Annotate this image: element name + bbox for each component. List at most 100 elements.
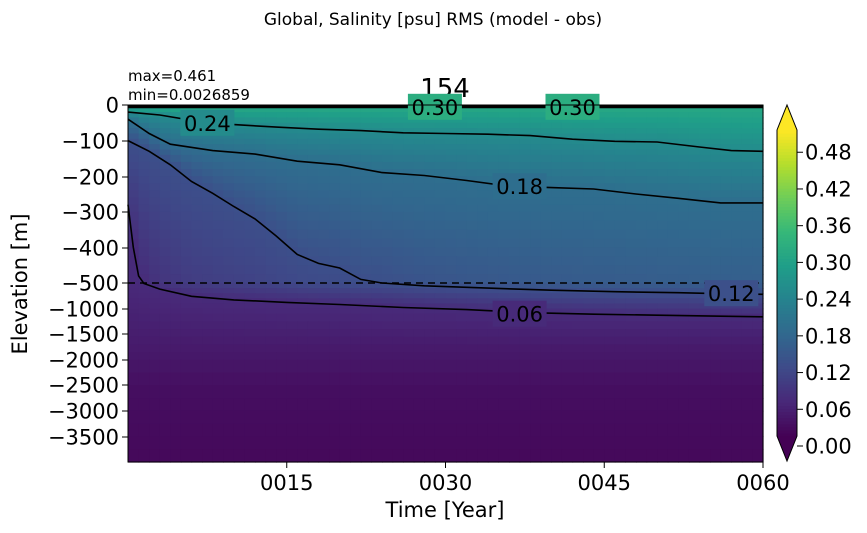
heatmap-cell (286, 229, 298, 240)
heatmap-cell (646, 352, 658, 361)
heatmap-cell (741, 154, 754, 163)
heatmap-cell (688, 133, 701, 140)
heatmap-cell (604, 449, 616, 463)
heatmap-cell (307, 128, 320, 135)
heatmap-cell (233, 274, 246, 284)
heatmap-cell (170, 154, 182, 163)
heatmap-cell (255, 211, 267, 222)
heatmap-cell (360, 112, 373, 119)
heatmap-cell (731, 247, 743, 257)
heatmap-cell (286, 344, 298, 353)
heatmap-cell (593, 247, 605, 257)
heatmap-cell (392, 161, 404, 170)
heatmap-cell (456, 220, 468, 231)
heatmap-cell (265, 154, 277, 163)
colorbar-segment (777, 163, 797, 168)
heatmap-cell (403, 372, 415, 386)
heatmap-cell (678, 398, 690, 412)
heatmap-cell (382, 117, 394, 124)
heatmap-cell (297, 149, 309, 156)
heatmap-cell (667, 122, 679, 129)
heatmap-cell (138, 122, 150, 129)
heatmap-cell (509, 293, 521, 299)
heatmap-cell (350, 344, 362, 353)
heatmap-cell (233, 229, 246, 240)
heatmap-cell (466, 161, 478, 170)
heatmap-cell (498, 211, 510, 222)
heatmap-cell (604, 423, 616, 438)
heatmap-cell (466, 138, 478, 145)
heatmap-cell (255, 107, 267, 113)
heatmap-cell (424, 247, 436, 257)
heatmap-cell (233, 169, 246, 177)
heatmap-cell (741, 313, 754, 322)
heatmap-cell (424, 372, 436, 386)
heatmap-cell (477, 344, 489, 353)
heatmap-cell (170, 183, 182, 192)
colorbar-segment (777, 368, 797, 373)
heatmap-cell (180, 265, 193, 275)
heatmap-cell (456, 161, 468, 170)
heatmap-cell (286, 308, 298, 315)
heatmap-cell (318, 149, 330, 156)
heatmap-cell (614, 247, 627, 257)
heatmap-cell (350, 220, 362, 231)
heatmap-cell (180, 283, 193, 289)
heatmap-cell (233, 298, 246, 305)
heatmap-cell (636, 247, 648, 257)
heatmap-cell (244, 329, 256, 338)
heatmap-cell (170, 398, 182, 412)
x-axis-label: Time [Year] (385, 498, 505, 522)
heatmap-cell (699, 169, 711, 177)
heatmap-cell (276, 169, 288, 177)
heatmap-cell (403, 256, 415, 266)
heatmap-cell (752, 385, 764, 399)
heatmap-cell (233, 107, 246, 113)
heatmap-cell (731, 211, 743, 222)
heatmap-cell (339, 122, 351, 129)
heatmap-cell (339, 220, 351, 231)
heatmap-cell (138, 321, 150, 330)
heatmap-cell (710, 313, 722, 322)
heatmap-cell (424, 329, 436, 338)
heatmap-cell (477, 197, 489, 206)
heatmap-cell (170, 169, 182, 177)
heatmap-cell (212, 352, 224, 361)
heatmap-cell (752, 211, 764, 222)
heatmap-cell (255, 398, 267, 412)
heatmap-cell (445, 313, 457, 322)
heatmap-cell (286, 154, 298, 163)
heatmap-cell (318, 449, 330, 463)
heatmap-cell (202, 197, 214, 206)
heatmap-cell (244, 321, 256, 330)
heatmap-cell (350, 423, 362, 438)
colorbar-segment (777, 249, 797, 253)
heatmap-cell (466, 398, 478, 412)
heatmap-cell (159, 410, 171, 425)
heatmap-cell (699, 423, 711, 438)
heatmap-cell (466, 122, 478, 129)
heatmap-cell (223, 303, 235, 310)
heatmap-cell (360, 423, 373, 438)
heatmap-cell (149, 190, 161, 199)
heatmap-cell (540, 329, 552, 338)
heatmap-cell (371, 247, 383, 257)
heatmap-cell (678, 122, 690, 129)
heatmap-cell (752, 313, 764, 322)
heatmap-cell (477, 436, 489, 450)
heatmap-cell (434, 321, 447, 330)
heatmap-cell (233, 190, 246, 199)
heatmap-cell (540, 336, 552, 345)
heatmap-cell (180, 211, 193, 222)
heatmap-cell (720, 352, 732, 361)
heatmap-cell (307, 449, 320, 463)
heatmap-cell (646, 265, 658, 275)
heatmap-cell (180, 133, 193, 140)
heatmap-cell (625, 436, 637, 450)
heatmap-cell (297, 211, 309, 222)
heatmap-cell (636, 313, 648, 322)
heatmap-cell (307, 161, 320, 170)
heatmap-cell (202, 321, 214, 330)
heatmap-cell (329, 128, 341, 135)
heatmap-cell (646, 321, 658, 330)
